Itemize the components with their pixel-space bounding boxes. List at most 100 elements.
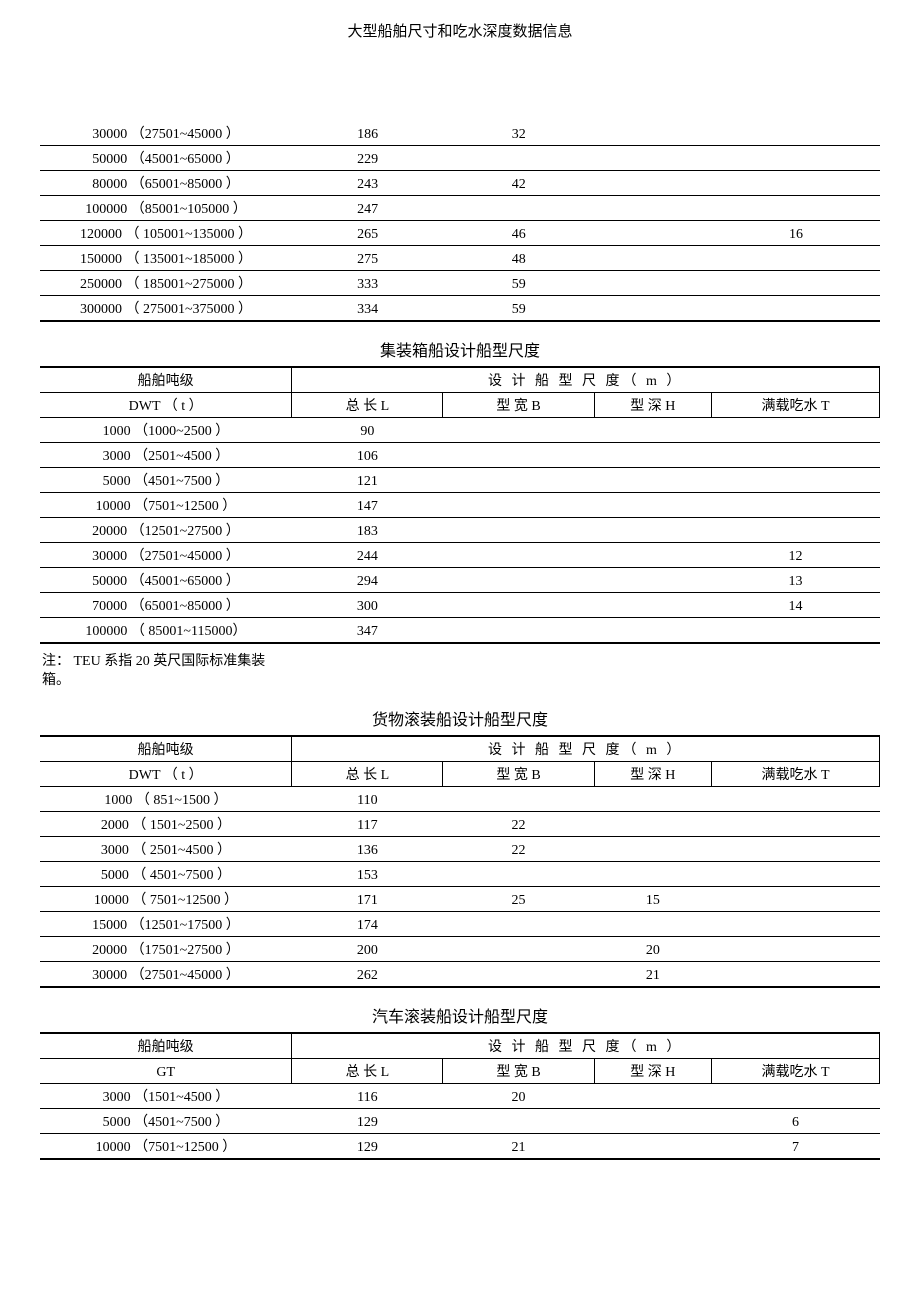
cell-H	[594, 196, 712, 221]
cell-H	[594, 617, 712, 643]
cell-T	[712, 146, 880, 171]
cell-T	[712, 517, 880, 542]
cell-H	[594, 542, 712, 567]
cell-H	[594, 221, 712, 246]
cell-H	[594, 517, 712, 542]
cell-B	[443, 417, 594, 442]
table-2: 船舶吨级 设 计 船 型 尺 度（ m ） DWT （ t ） 总 长 L 型 …	[40, 366, 880, 644]
cell-H	[594, 1133, 712, 1159]
cell-dwt: 50000 （45001~65000 ）	[40, 567, 292, 592]
table-row: 1000 （ 851~1500 ）110	[40, 786, 880, 811]
cell-T	[712, 271, 880, 296]
cell-T	[712, 417, 880, 442]
cell-B	[443, 961, 594, 987]
cell-L: 247	[292, 196, 443, 221]
cell-H	[594, 811, 712, 836]
cell-T	[712, 861, 880, 886]
cell-B	[443, 617, 594, 643]
cell-dwt: 80000 （65001~85000 ）	[40, 171, 292, 196]
cell-L: 186	[292, 121, 443, 146]
cell-T	[712, 467, 880, 492]
cell-dwt: 250000 （ 185001~275000 ）	[40, 271, 292, 296]
cell-L: 110	[292, 786, 443, 811]
cell-L: 262	[292, 961, 443, 987]
col-dwt-header-2: DWT （ t ）	[40, 761, 292, 786]
table-row: 120000 （ 105001~135000 ）2654616	[40, 221, 880, 246]
cell-L: 333	[292, 271, 443, 296]
col-H-header: 型 深 H	[594, 392, 712, 417]
cell-L: 265	[292, 221, 443, 246]
col-dwt-header-1: 船舶吨级	[40, 736, 292, 762]
table-row: 250000 （ 185001~275000 ）33359	[40, 271, 880, 296]
cell-dwt: 5000 （4501~7500 ）	[40, 467, 292, 492]
table-row: 300000 （ 275001~375000 ）33459	[40, 296, 880, 322]
table-header-row-2: DWT （ t ） 总 长 L 型 宽 B 型 深 H 满载吃水 T	[40, 761, 880, 786]
cell-B	[443, 861, 594, 886]
cell-B: 59	[443, 296, 594, 322]
table-header-row-1: 船舶吨级 设 计 船 型 尺 度（ m ）	[40, 736, 880, 762]
table-row: 30000 （27501~45000 ）18632	[40, 121, 880, 146]
cell-T	[712, 936, 880, 961]
cell-H	[594, 246, 712, 271]
cell-dwt: 1000 （ 851~1500 ）	[40, 786, 292, 811]
col-H-header: 型 深 H	[594, 1058, 712, 1083]
cell-B	[443, 467, 594, 492]
col-group-header: 设 计 船 型 尺 度（ m ）	[292, 736, 880, 762]
cell-dwt: 120000 （ 105001~135000 ）	[40, 221, 292, 246]
col-H-header: 型 深 H	[594, 761, 712, 786]
cell-B	[443, 442, 594, 467]
cell-dwt: 2000 （ 1501~2500 ）	[40, 811, 292, 836]
cell-dwt: 3000 （ 2501~4500 ）	[40, 836, 292, 861]
cell-dwt: 10000 （ 7501~12500 ）	[40, 886, 292, 911]
table-row: 1000 （1000~2500 ）90	[40, 417, 880, 442]
cell-T	[712, 786, 880, 811]
cell-dwt: 1000 （1000~2500 ）	[40, 417, 292, 442]
cell-T: 14	[712, 592, 880, 617]
cell-B	[443, 517, 594, 542]
cell-L: 243	[292, 171, 443, 196]
col-B-header: 型 宽 B	[443, 1058, 594, 1083]
cell-dwt: 5000 （4501~7500 ）	[40, 1108, 292, 1133]
table-1-partial: 30000 （27501~45000 ）1863250000 （45001~65…	[40, 121, 880, 322]
cell-B: 22	[443, 836, 594, 861]
cell-dwt: 10000 （7501~12500 ）	[40, 492, 292, 517]
cell-H: 15	[594, 886, 712, 911]
table-row: 10000 （ 7501~12500 ）1712515	[40, 886, 880, 911]
cell-B: 22	[443, 811, 594, 836]
cell-B	[443, 146, 594, 171]
cell-H	[594, 1083, 712, 1108]
cell-L: 129	[292, 1108, 443, 1133]
cell-H	[594, 417, 712, 442]
cell-B	[443, 936, 594, 961]
cell-T	[712, 1083, 880, 1108]
cell-dwt: 3000 （2501~4500 ）	[40, 442, 292, 467]
cell-H	[594, 442, 712, 467]
table-row: 2000 （ 1501~2500 ）11722	[40, 811, 880, 836]
table-header-row-2: DWT （ t ） 总 长 L 型 宽 B 型 深 H 满载吃水 T	[40, 392, 880, 417]
cell-L: 171	[292, 886, 443, 911]
cell-B	[443, 542, 594, 567]
cell-T	[712, 961, 880, 987]
table-row: 30000 （27501~45000 ）26221	[40, 961, 880, 987]
col-dwt-header-2: GT	[40, 1058, 292, 1083]
cell-L: 334	[292, 296, 443, 322]
cell-T: 7	[712, 1133, 880, 1159]
cell-dwt: 150000 （ 135001~185000 ）	[40, 246, 292, 271]
table-row: 150000 （ 135001~185000 ）27548	[40, 246, 880, 271]
col-L-header: 总 长 L	[292, 761, 443, 786]
cell-B: 42	[443, 171, 594, 196]
table-row: 10000 （7501~12500 ）129217	[40, 1133, 880, 1159]
cell-T: 16	[712, 221, 880, 246]
cell-L: 183	[292, 517, 443, 542]
table-row: 100000 （ 85001~115000）347	[40, 617, 880, 643]
cell-dwt: 3000 （1501~4500 ）	[40, 1083, 292, 1108]
cell-L: 153	[292, 861, 443, 886]
table-row: 3000 （2501~4500 ）106	[40, 442, 880, 467]
cell-T: 6	[712, 1108, 880, 1133]
table-row: 5000 （ 4501~7500 ）153	[40, 861, 880, 886]
table-row: 15000 （12501~17500 ）174	[40, 911, 880, 936]
cell-B	[443, 592, 594, 617]
col-L-header: 总 长 L	[292, 392, 443, 417]
table-row: 20000 （12501~27500 ）183	[40, 517, 880, 542]
col-dwt-header-1: 船舶吨级	[40, 1033, 292, 1059]
